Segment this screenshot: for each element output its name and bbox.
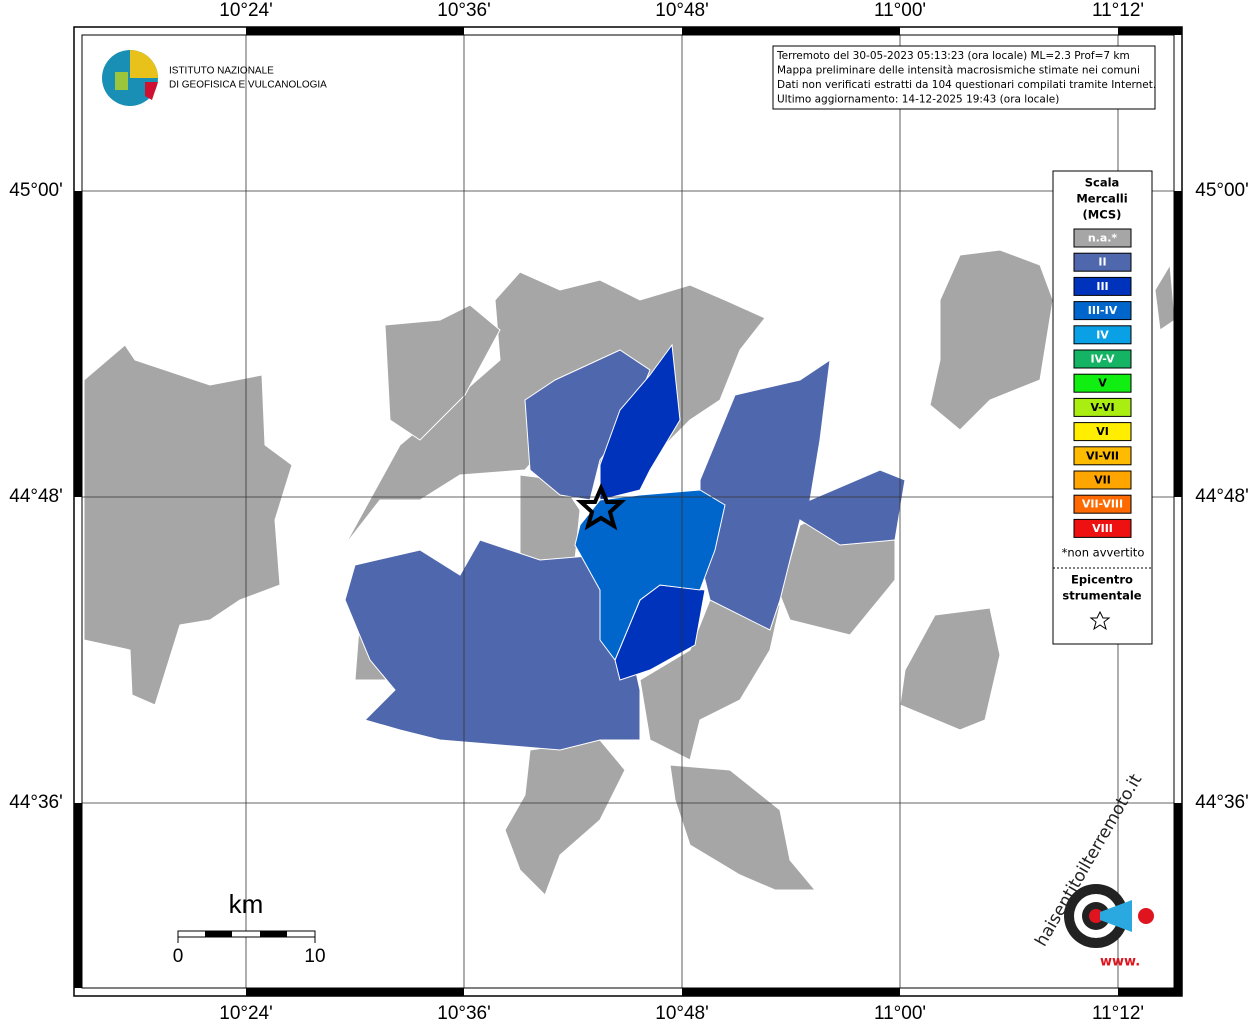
- legend-label: VI: [1096, 425, 1109, 438]
- legend-swatch: [1073, 422, 1132, 442]
- scale-unit: km: [229, 889, 264, 919]
- legend-title: Mercalli: [1076, 192, 1127, 206]
- legend-label: IV-V: [1090, 353, 1115, 366]
- legend-swatch: [1073, 446, 1132, 466]
- area: [669, 764, 817, 891]
- legend-epicenter: strumentale: [1062, 589, 1141, 603]
- logo-q: [1138, 908, 1154, 924]
- axis-labels: 10°24' 10°24' 10°36' 10°36' 10°48' 10°48' 11°0…: [9, 0, 1249, 1024]
- legend-star: [1089, 610, 1111, 631]
- lat-label: 45°00': [1195, 180, 1249, 201]
- lon-label: 11°00': [874, 1003, 926, 1024]
- lat-label: 45°00': [9, 180, 63, 201]
- frame-bar: [74, 191, 82, 497]
- lat-label: 44°48': [9, 486, 63, 507]
- area: [504, 739, 626, 896]
- lon-label: 10°48': [655, 0, 709, 21]
- legend-label: VI-VII: [1086, 449, 1119, 462]
- area: [344, 539, 641, 751]
- legend-note: *non avvertito: [1062, 546, 1145, 560]
- legend-swatch: [1073, 228, 1132, 248]
- info-text: Terremoto del 30-05-2023 05:13:23 (ora l…: [776, 50, 1156, 106]
- legend-swatch: [1073, 325, 1132, 345]
- info-line: Dati non verificati estratti da 104 ques…: [777, 79, 1156, 91]
- lat-label: 44°36': [9, 792, 63, 813]
- legend-swatch: [1073, 470, 1132, 490]
- logo-dot: [1089, 909, 1103, 923]
- info-box: [772, 45, 1156, 110]
- lon-label: 10°36': [437, 0, 491, 21]
- info-line: Mappa preliminare delle intensità macros…: [777, 65, 1140, 77]
- info-line: Ultimo aggiornamento: 14-12-2025 19:43 (…: [777, 94, 1059, 106]
- lon-label: 11°12': [1092, 0, 1144, 21]
- frame: [73, 26, 1183, 997]
- lon-label: 11°12': [1092, 1003, 1144, 1024]
- lon-label: 11°00': [874, 0, 926, 21]
- logo-www: www.: [1100, 955, 1140, 970]
- frame-bar: [682, 988, 900, 996]
- logo-cone: [1100, 900, 1132, 932]
- logo-segment: [115, 72, 128, 90]
- legend-swatch: [1073, 252, 1132, 272]
- frame-bar: [246, 988, 464, 996]
- frame-bar: [1118, 27, 1182, 35]
- legend-label: II: [1098, 256, 1106, 269]
- lon-label: 10°36': [437, 1003, 491, 1024]
- logo-text: ISTITUTO NAZIONALE: [169, 66, 274, 77]
- area: [899, 607, 1001, 731]
- area: [929, 249, 1054, 431]
- legend: ScalaMercalli(MCS)n.a.*IIIIIIII-IVIVIV-V…: [1062, 176, 1145, 603]
- frame-bar: [1174, 803, 1182, 988]
- info-line: Terremoto del 30-05-2023 05:13:23 (ora l…: [776, 50, 1130, 62]
- legend-label: VII-VIII: [1082, 498, 1123, 511]
- legend-title: (MCS): [1083, 208, 1122, 222]
- scale-label: 10: [304, 946, 325, 967]
- scale-label: 0: [173, 946, 184, 967]
- lon-label: 10°24': [219, 0, 273, 21]
- area: [384, 304, 501, 441]
- scale-frame: [177, 930, 316, 938]
- ingv-logo: ISTITUTO NAZIONALE DI GEOFISICA E VULCAN…: [102, 50, 327, 106]
- legend-swatch: [1073, 301, 1132, 321]
- scale-segment: [260, 931, 287, 937]
- logo-segment: [130, 50, 158, 78]
- legend-swatch: [1073, 494, 1132, 514]
- legend-label: III-IV: [1088, 304, 1118, 317]
- legend-label: V: [1098, 377, 1107, 390]
- lat-label: 44°36': [1195, 792, 1249, 813]
- legend-label: III: [1096, 280, 1108, 293]
- legend-label: IV: [1096, 328, 1109, 341]
- lon-label: 10°24': [219, 1003, 273, 1024]
- frame-inner: [81, 34, 1175, 989]
- frame-bar: [74, 803, 82, 988]
- epicenter-star: [575, 482, 627, 531]
- legend-label: VIII: [1092, 522, 1113, 535]
- frame-bar: [1118, 988, 1182, 996]
- frame-bar: [682, 27, 900, 35]
- logo-text: DI GEOFISICA E VULCANOLOGIA: [169, 80, 327, 91]
- legend-epicenter: Epicentro: [1071, 573, 1133, 587]
- scale-bar: km 0 10: [173, 889, 326, 967]
- legend-swatch: [1073, 373, 1132, 393]
- scale-segment: [205, 931, 232, 937]
- legend-swatch: [1073, 276, 1132, 296]
- legend-label: VII: [1094, 474, 1111, 487]
- legend-title: Scala: [1085, 176, 1120, 190]
- legend-swatch: [1073, 349, 1132, 369]
- legend-label: V-VI: [1090, 401, 1114, 414]
- lon-label: 10°48': [655, 1003, 709, 1024]
- lat-label: 44°48': [1195, 486, 1249, 507]
- legend-swatch: [1073, 397, 1132, 417]
- frame-bar: [246, 27, 464, 35]
- area: [83, 344, 293, 706]
- legend-swatch: [1073, 518, 1132, 538]
- municipalities: [83, 249, 1176, 896]
- frame-bar: [1174, 191, 1182, 497]
- legend-label: n.a.*: [1088, 232, 1118, 245]
- area: [574, 489, 726, 661]
- logo-segment: [145, 82, 158, 100]
- frame-bars: [74, 27, 1182, 996]
